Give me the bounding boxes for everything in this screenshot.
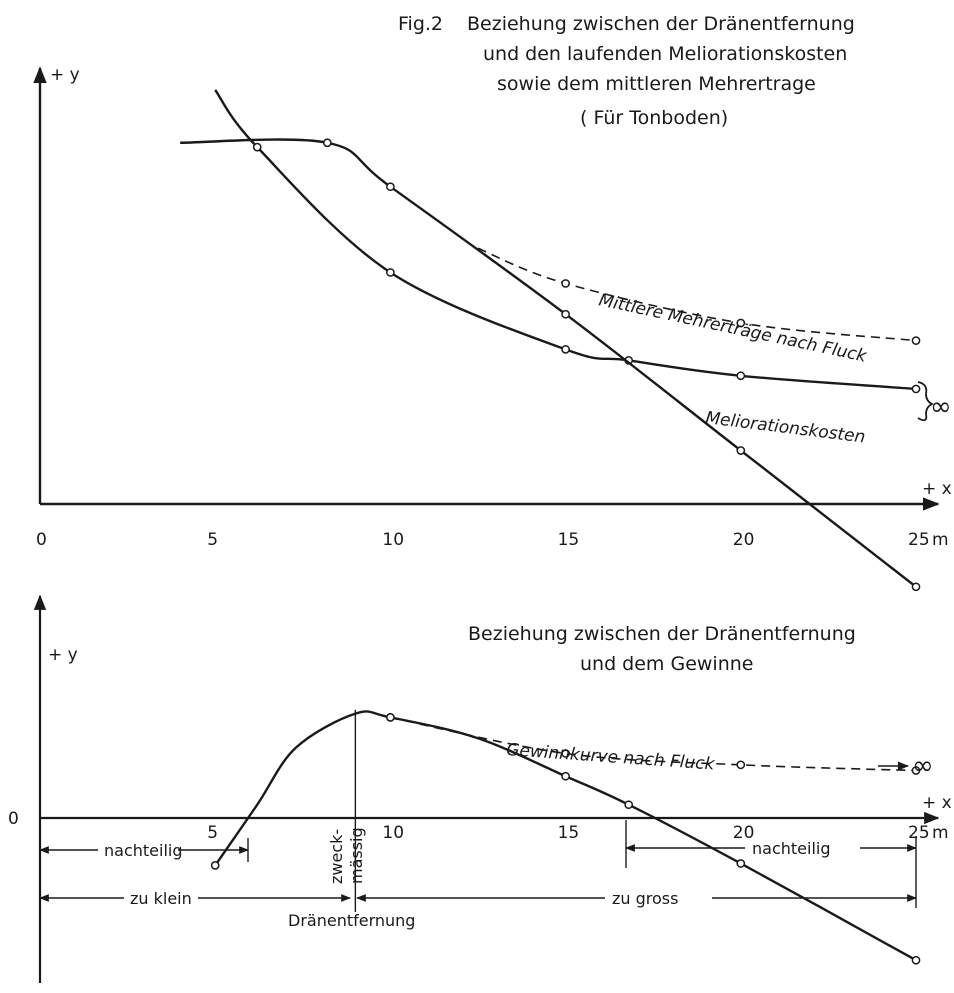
optimum-label-line-1: zweck- (327, 829, 346, 884)
top-x-unit-label: m (932, 530, 949, 550)
data-point-0-1-3 (561, 345, 570, 354)
series-label-gewinnkurve: Gewinnkurve nach Fluck (506, 740, 717, 775)
bottom-y-axis-label: + y (48, 645, 78, 665)
dranentfernung-label: Dränentfernung (288, 911, 415, 930)
chart-title-line-1: Beziehung zwischen der Dränentfernung (467, 13, 855, 35)
data-point-1-1-4 (386, 713, 395, 722)
figure-label: Fig.2 (398, 13, 443, 35)
top-x-tick-labels: 5 10 15 20 25 (207, 530, 929, 550)
bottom-x-unit-label: m (932, 823, 949, 843)
data-point-1-0-3 (911, 766, 921, 775)
series-line-0-0 (477, 247, 917, 342)
bottom-x-axis-label: + x (922, 793, 952, 813)
data-point-0-2-1 (322, 138, 332, 148)
x-tick-label-5: 5 (207, 530, 218, 550)
data-point-0-1-2 (386, 268, 395, 277)
data-point-1-0-2 (736, 760, 746, 770)
x-tick-label-25: 25 (908, 530, 930, 550)
series-label-mehrertraege: Mittlere Mehrerträge nach Fluck (597, 290, 869, 367)
bottom-chart: Beziehung zwischen der Dränentfernung un… (8, 594, 952, 983)
bottom-origin-label: 0 (8, 809, 19, 829)
data-point-0-2-4 (736, 446, 746, 455)
infinity-arrow-symbol: ∞ (912, 751, 934, 781)
data-point-0-0-3 (911, 336, 921, 345)
series-line-0-2 (180, 138, 917, 588)
brace-mark (917, 381, 935, 422)
top-series-layer (180, 89, 921, 592)
data-point-0-1-5 (736, 371, 746, 381)
data-point-1-1-7 (624, 800, 634, 810)
zu-gross-label: zu gross (612, 889, 678, 908)
chart-title-line-2: und den laufenden Meliorationskosten (483, 43, 847, 65)
data-point-1-0-1 (561, 749, 570, 758)
data-point-0-1-6 (911, 384, 921, 394)
data-point-1-1-6 (561, 771, 570, 781)
data-point-1-1-8 (736, 859, 746, 868)
zu-klein-label: zu klein (130, 889, 192, 908)
data-point-1-1-0 (210, 861, 220, 870)
x-tick-label-15: 15 (558, 530, 580, 550)
data-point-1-1-9 (911, 955, 921, 965)
bottom-chart-title-line-1: Beziehung zwischen der Dränentfernung (468, 623, 856, 645)
data-point-0-2-3 (561, 309, 570, 319)
data-point-0-0-1 (561, 279, 570, 288)
nachteilig-right-label: nachteilig (752, 839, 831, 858)
chart-title-line-4: ( Für Tonboden) (580, 107, 728, 129)
data-point-0-2-5 (911, 582, 921, 592)
top-x-axis-label: + x (922, 479, 952, 499)
bottom-x-tick-labels: 5 10 15 20 25 (207, 823, 929, 843)
data-point-0-0-2 (736, 318, 746, 328)
top-y-axis-label: + y (50, 65, 80, 85)
bottom-series-layer (210, 710, 921, 965)
data-point-0-1-1 (252, 142, 262, 152)
bottom-chart-title-line-2: und dem Gewinne (580, 653, 754, 675)
data-point-0-2-2 (386, 182, 395, 192)
top-chart: + y + x 0 m 5 10 15 20 25 Mittlere Mehrerträ… (33, 65, 952, 592)
x-tick-label-15: 15 (558, 823, 580, 843)
x-tick-label-25: 25 (908, 823, 930, 843)
x-tick-label-10: 10 (382, 530, 404, 550)
optimum-label-line-2: mässig (347, 827, 366, 884)
infinity-symbol: ∞ (930, 392, 952, 422)
x-tick-label-20: 20 (733, 823, 755, 843)
x-tick-label-5: 5 (207, 823, 218, 843)
top-origin-label: 0 (36, 530, 47, 550)
x-tick-label-20: 20 (733, 530, 755, 550)
nachteilig-left-label: nachteilig (104, 841, 183, 860)
chart-title-line-3: sowie dem mittleren Mehrertrage (497, 73, 816, 95)
x-tick-label-10: 10 (382, 823, 404, 843)
